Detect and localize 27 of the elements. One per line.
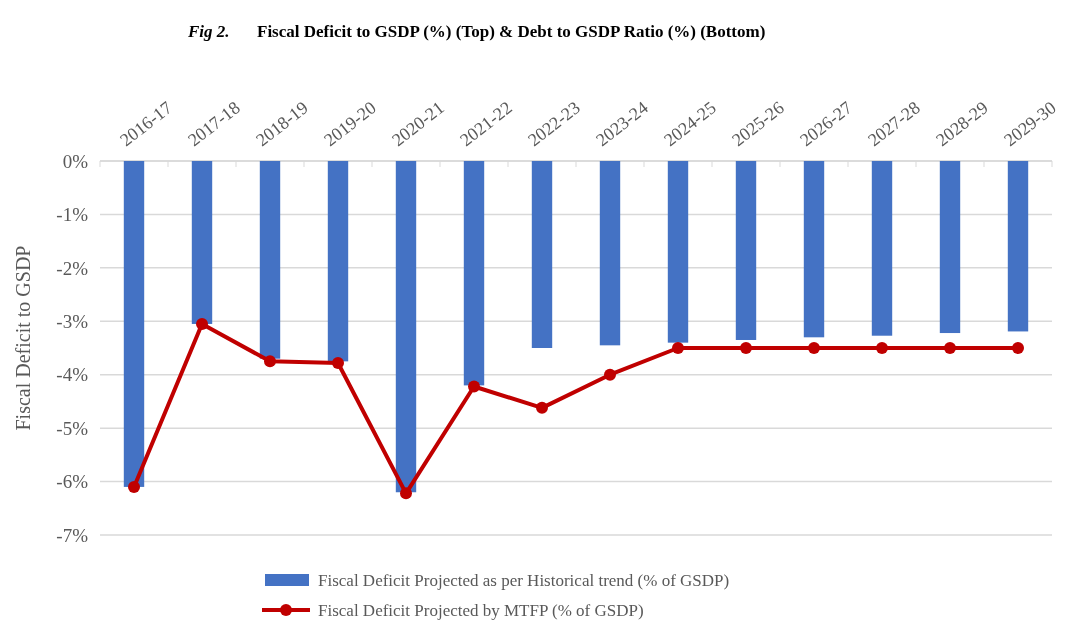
chart-title: Fiscal Deficit to GSDP (%) (Top) & Debt to GSDP Ratio (%) (Bottom)	[257, 22, 766, 41]
y-tick-label: -3%	[56, 310, 89, 332]
y-tick-label: -1%	[56, 204, 89, 226]
y-tick-label: -7%	[56, 524, 89, 546]
point	[944, 342, 956, 354]
y-tick-label: -4%	[56, 364, 89, 386]
point	[332, 356, 344, 369]
point	[1012, 342, 1024, 354]
legend-label: Fiscal Deficit Projected as per Historical trend (% of GSDP)	[318, 570, 730, 590]
point	[264, 355, 276, 368]
y-tick-label: -6%	[56, 471, 89, 493]
legend-label: Fiscal Deficit Projected by MTFP (% of GSDP)	[318, 600, 644, 620]
point	[128, 480, 140, 493]
y-axis-title: Fiscal Deficit to GSDP	[12, 245, 34, 431]
point	[196, 317, 208, 330]
y-tick-label: 0%	[62, 150, 89, 172]
point	[604, 368, 616, 381]
point	[672, 342, 684, 354]
y-tick-label: -5%	[56, 417, 89, 439]
y-tick-label: -2%	[56, 257, 89, 279]
point	[536, 401, 548, 414]
caption: Fig 2.	[187, 22, 230, 41]
point	[876, 342, 888, 354]
point	[468, 380, 480, 393]
point	[808, 342, 820, 354]
point	[400, 487, 412, 500]
point	[740, 342, 752, 354]
